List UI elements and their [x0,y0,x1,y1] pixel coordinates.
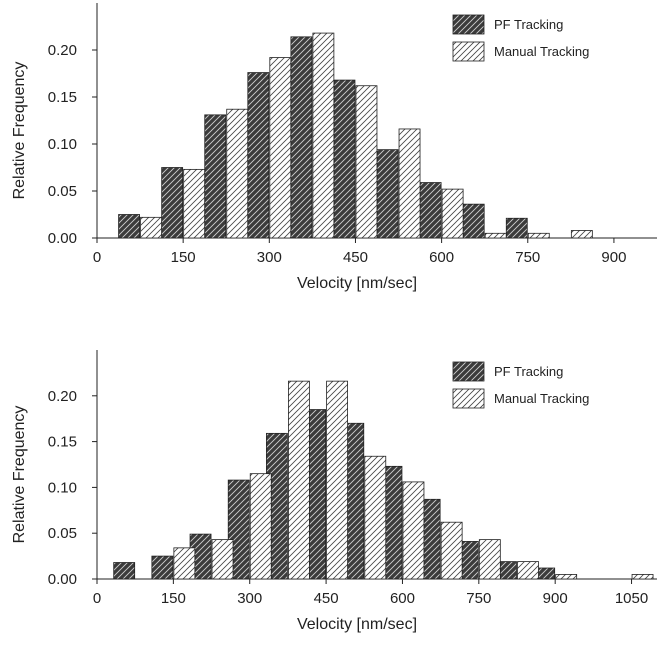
bar-manual-tracking [517,561,539,580]
bar-manual-tracking [402,481,425,580]
x-tick-label: 900 [601,249,626,266]
x-tick-label: 750 [515,249,540,266]
chart-panel-1: 0.00 0.05 0.10 0.15 0.20 0 150 300 450 600 750 900 V… [11,3,657,292]
x-tick-label: 900 [543,590,568,607]
bar-manual-tracking [441,188,464,239]
bar-pf-tracking [151,555,174,580]
y-tick-label: 0.20 [48,42,77,59]
y-axis-title: Relative Frequency [11,62,28,200]
x-axis-title: Velocity [nm/sec] [297,616,417,633]
legend-label: Manual Tracking [494,391,589,406]
x-axis-title: Velocity [nm/sec] [297,275,417,292]
x-tick-label: 300 [257,249,282,266]
bar-manual-tracking [478,539,501,580]
legend-swatch [452,14,485,35]
legend: PF Tracking Manual Tracking [452,361,589,409]
bar-pf-tracking [505,217,528,239]
bar-manual-tracking [211,539,234,580]
bar-manual-tracking [398,128,421,239]
x-tick-label: 600 [429,249,454,266]
x-tick-label: 0 [93,590,101,607]
x-tick-label: 750 [466,590,491,607]
bar-pf-tracking [161,167,184,239]
bar-pf-tracking [227,479,250,580]
legend-label: PF Tracking [494,17,563,32]
legend-swatch [452,41,485,62]
bar-manual-tracking [269,57,292,239]
bar-pf-tracking [462,203,485,239]
y-tick-label: 0.10 [48,136,77,153]
bar-manual-tracking [484,232,507,239]
bar-pf-tracking [204,114,227,239]
bar-pf-tracking [290,36,313,239]
bar-manual-tracking [326,380,348,580]
y-tick-label: 0.05 [48,183,77,200]
bar-pf-tracking [247,72,270,239]
legend-swatch [452,361,485,382]
bar-manual-tracking [312,32,335,239]
y-axis-title: Relative Frequency [11,406,28,544]
bar-manual-tracking [440,521,463,580]
bar-manual-tracking [364,455,387,580]
bar-manual-tracking [140,216,162,239]
bar-manual-tracking [288,380,310,580]
bar-manual-tracking [249,473,272,580]
x-tick-label: 600 [390,590,415,607]
y-tick-label: 0.15 [48,434,77,451]
x-tick-label: 0 [93,249,101,266]
bar-manual-tracking [527,232,550,239]
bar-pf-tracking [113,562,136,580]
chart-panel-2: 0.00 0.05 0.10 0.15 0.20 0 150 300 450 600 750 900 1… [11,350,657,633]
x-tick-label: 150 [161,590,186,607]
y-tick-label: 0.15 [48,89,77,106]
bar-manual-tracking [570,230,593,239]
bar-manual-tracking [173,547,196,580]
bar-manual-tracking [355,85,378,239]
bar-manual-tracking [555,574,578,580]
bar-pf-tracking [118,214,140,239]
bar-pf-tracking [333,79,356,239]
bar-manual-tracking [631,574,654,580]
legend-label: Manual Tracking [494,44,589,59]
bar-pf-tracking [419,182,442,239]
x-tick-label: 300 [237,590,262,607]
x-tick-label: 1050 [615,590,648,607]
y-tick-label: 0.00 [48,230,77,247]
legend-swatch [452,388,485,409]
y-tick-label: 0.20 [48,388,77,405]
bar-manual-tracking [183,168,206,239]
y-tick-label: 0.00 [48,571,77,588]
legend: PF Tracking Manual Tracking [452,14,589,62]
bar-pf-tracking [376,149,399,239]
x-tick-label: 450 [314,590,339,607]
bar-manual-tracking [226,108,249,239]
y-tick-label: 0.05 [48,525,77,542]
legend-label: PF Tracking [494,364,563,379]
x-tick-label: 150 [171,249,196,266]
x-tick-label: 450 [343,249,368,266]
y-tick-label: 0.10 [48,479,77,496]
